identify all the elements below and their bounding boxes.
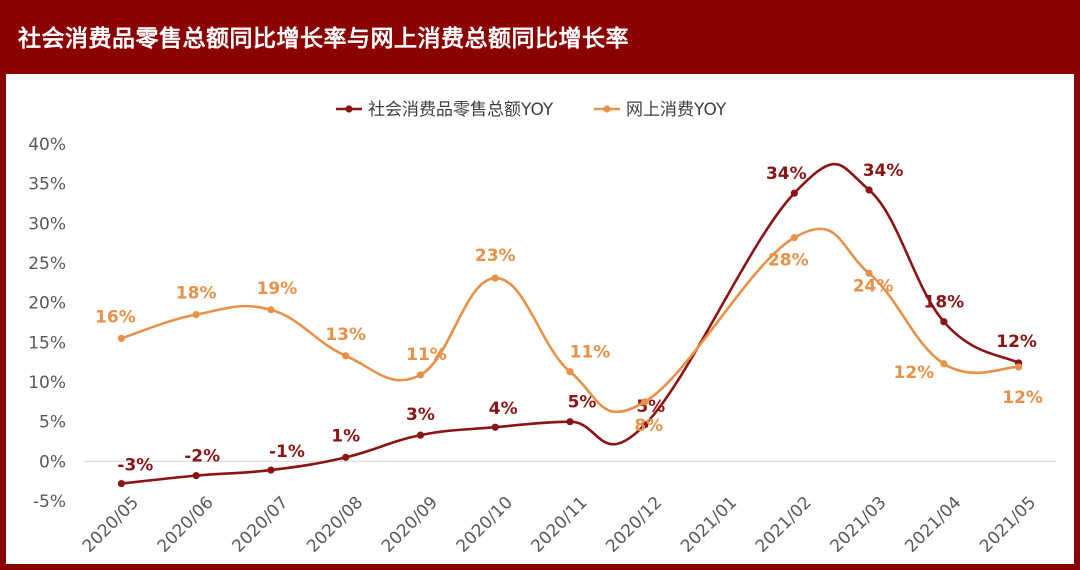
- x-tick-label: 2021/01: [677, 493, 741, 557]
- data-label: 18%: [176, 284, 217, 304]
- data-point: [865, 186, 873, 194]
- data-point: [192, 310, 200, 319]
- line-chart: -5%0%5%10%15%20%25%30%35%40%2020/05 2020/…: [28, 100, 1056, 557]
- data-label: -2%: [184, 447, 220, 467]
- data-label: 34%: [863, 161, 904, 181]
- data-label: 1%: [331, 426, 360, 446]
- data-point: [1015, 363, 1023, 371]
- data-point: [641, 398, 649, 406]
- data-label: 24%: [853, 276, 894, 296]
- data-label: 13%: [325, 325, 366, 345]
- data-point: [267, 466, 275, 474]
- x-tick-label: 2021/03: [827, 493, 891, 557]
- data-point: [416, 371, 425, 379]
- data-point: [940, 318, 948, 326]
- data-point: [566, 418, 574, 426]
- x-tick-label: 2020/06: [154, 493, 218, 557]
- x-tick-label: 2020/12: [602, 493, 666, 557]
- data-point: [491, 274, 499, 282]
- y-tick-label: 5%: [39, 413, 66, 433]
- x-tick-label: 2021/05: [976, 493, 1040, 557]
- data-label: 5%: [636, 397, 665, 417]
- data-label: 11%: [406, 345, 447, 365]
- y-tick-label: 35%: [28, 175, 66, 195]
- data-label: 18%: [923, 293, 964, 313]
- data-label: -1%: [269, 442, 305, 462]
- data-point: [117, 334, 125, 342]
- data-point: [491, 423, 499, 431]
- legend-swatch-marker: [345, 105, 353, 113]
- legend-label: 社会消费品零售总额YOY: [368, 100, 554, 120]
- y-tick-label: 15%: [28, 333, 66, 353]
- x-tick-label: 2020/08: [303, 493, 367, 557]
- data-label: 23%: [475, 246, 516, 266]
- retail-series-line: [120, 162, 1020, 485]
- x-tick-label: 2020/10: [453, 493, 517, 557]
- data-point: [192, 472, 200, 480]
- x-tick-label: 2020/11: [527, 493, 591, 557]
- y-tick-label: 25%: [28, 254, 66, 274]
- data-label: 34%: [766, 164, 807, 184]
- chart-panel: -5% 0% 5% 10% 15% 20% 25% 30% 35% 40% 2020/05 2020/…: [6, 74, 1074, 564]
- chart-title: 社会消费品零售总额同比增长率与网上消费总额同比增长率: [18, 26, 629, 52]
- data-point: [865, 269, 873, 277]
- data-point: [342, 352, 350, 360]
- data-point: [416, 431, 425, 439]
- data-label: 19%: [257, 279, 298, 299]
- y-tick-label: 40%: [28, 135, 66, 155]
- data-label: 28%: [768, 251, 809, 271]
- data-label: 4%: [489, 399, 518, 419]
- x-tick-label: 2021/02: [752, 493, 816, 557]
- legend-swatch-marker: [603, 105, 611, 113]
- data-point: [940, 360, 948, 368]
- data-label: 16%: [95, 307, 136, 327]
- y-tick-label: 10%: [28, 373, 66, 393]
- data-label: 11%: [570, 343, 611, 363]
- y-tick-label: 20%: [28, 294, 66, 314]
- title-banner: 社会消费品零售总额同比增长率与网上消费总额同比增长率: [0, 0, 1080, 74]
- x-tick-label: 2020/07: [228, 493, 292, 557]
- y-tick-label: 30%: [28, 214, 66, 234]
- data-point: [117, 479, 125, 488]
- x-tick-label: 2021/04: [901, 493, 965, 557]
- data-label: 12%: [893, 363, 934, 383]
- data-point: [641, 421, 649, 429]
- data-point: [790, 189, 798, 197]
- data-label: 3%: [406, 405, 435, 425]
- x-tick-label: 2020/05: [79, 493, 143, 557]
- online-series-line: [120, 227, 1020, 414]
- legend-label: 网上消费YOY: [626, 100, 727, 120]
- data-label: 12%: [996, 332, 1037, 352]
- data-label: 12%: [1002, 388, 1043, 408]
- data-point: [790, 234, 798, 242]
- data-point: [566, 368, 574, 376]
- y-tick-label: -5%: [33, 492, 66, 512]
- x-tick-label: 2020/09: [378, 493, 442, 557]
- data-point: [267, 306, 275, 314]
- data-point: [342, 453, 350, 461]
- data-label: 5%: [568, 393, 597, 413]
- y-tick-label: 0%: [39, 452, 66, 472]
- data-label: 8%: [634, 416, 663, 436]
- data-label: -3%: [117, 456, 153, 476]
